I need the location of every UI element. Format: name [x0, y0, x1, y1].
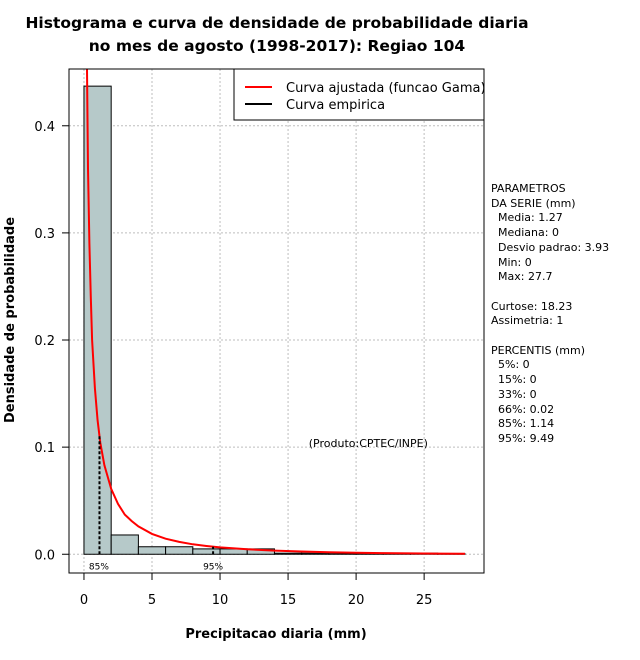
- y-tick-label: 0.1: [34, 441, 55, 456]
- stat-p15: 15%: 0: [498, 373, 537, 387]
- histogram-bar: [301, 552, 330, 555]
- plot-frame: [68, 68, 485, 574]
- fitted-gamma-curve: [86, 68, 466, 555]
- stat-curtose: Curtose: 18.23: [491, 299, 573, 313]
- histogram-bar: [328, 553, 357, 555]
- x-tick-label: 15: [280, 593, 297, 608]
- y-tick-label: 0.4: [34, 120, 55, 135]
- stat-mediana: Mediana: 0: [498, 226, 559, 240]
- source-annotation: (Produto:CPTEC/INPE): [309, 437, 428, 450]
- stat-max: Max: 27.7: [498, 270, 553, 284]
- x-tick-label: 0: [80, 593, 88, 608]
- histogram-bar: [110, 534, 139, 555]
- stats-spacer-2: [491, 329, 609, 344]
- percentile-label: 85%: [89, 562, 109, 572]
- stats-header-1: PARAMETROS: [491, 182, 566, 195]
- stat-p33: 33%: 0: [498, 387, 537, 401]
- percentile-markers: 85% 95%: [89, 436, 224, 572]
- histogram-bar: [192, 548, 221, 555]
- chart-title-line-2: no mes de agosto (1998-2017): Regiao 104: [89, 37, 466, 55]
- fitted-curve-group: [86, 68, 466, 555]
- stats-header-2: DA SERIE (mm): [491, 196, 576, 210]
- stat-p95: 95%: 9.49: [498, 431, 555, 445]
- chart-title-line-1: Histograma e curva de densidade de proba…: [25, 14, 528, 32]
- x-axis-title: Precipitacao diaria (mm): [185, 627, 366, 642]
- stat-assimetria: Assimetria: 1: [491, 314, 564, 328]
- x-tick-label: 20: [348, 593, 365, 608]
- stat-p5: 5%: 0: [498, 358, 530, 372]
- grid: [69, 69, 484, 573]
- legend-fitted-label: Curva ajustada (funcao Gama): [286, 81, 486, 96]
- x-tick-label: 10: [212, 593, 229, 608]
- histogram-bar: [165, 546, 194, 555]
- y-axis-title: Densidade de probabilidade: [3, 217, 18, 423]
- stat-desvio: Desvio padrao: 3.93: [498, 240, 610, 254]
- legend: Curva ajustada (funcao Gama) Curva empir…: [233, 68, 486, 121]
- stats-spacer-1: [491, 285, 609, 300]
- y-tick-label: 0.2: [34, 334, 55, 349]
- percentile-label: 95%: [203, 562, 223, 572]
- stat-p66: 66%: 0.02: [498, 402, 555, 416]
- axes: 0 5 10 15 20 25 0.0 0.1 0.2 0.3 0.4: [34, 120, 432, 608]
- histogram-bar: [137, 546, 167, 555]
- stat-p85: 85%: 1.14: [498, 417, 555, 431]
- legend-box: [233, 68, 485, 121]
- histogram-bars: [83, 85, 466, 555]
- series-statistics-panel: PARAMETROS DA SERIE (mm) Media: 1.27 Median…: [491, 182, 609, 447]
- y-tick-label: 0.3: [34, 227, 55, 242]
- x-tick-label: 25: [416, 593, 433, 608]
- x-tick-label: 5: [148, 593, 156, 608]
- percentis-header: PERCENTIS (mm): [491, 343, 585, 357]
- stat-media: Media: 1.27: [498, 211, 563, 225]
- histogram-bar: [273, 552, 303, 555]
- y-tick-label: 0.0: [34, 548, 55, 563]
- stat-min: Min: 0: [498, 255, 532, 269]
- legend-empirical-label: Curva empirica: [286, 98, 385, 113]
